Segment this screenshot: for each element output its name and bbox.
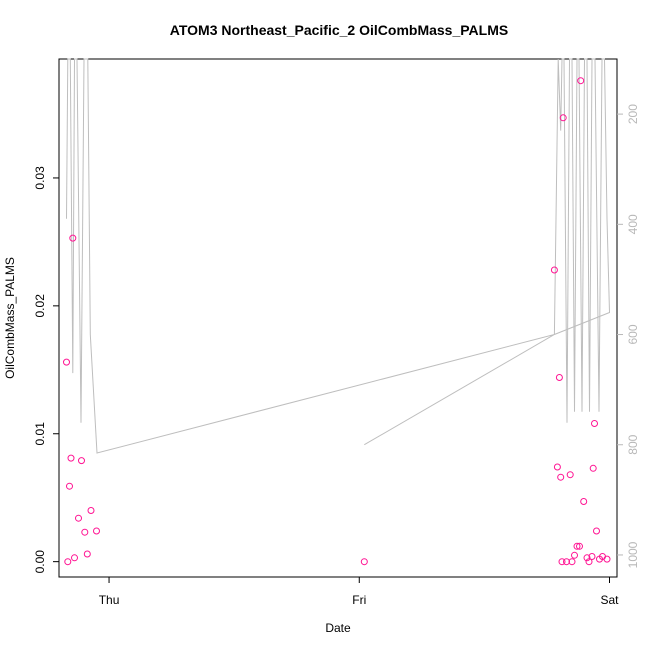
chart-title: ATOM3 Northeast_Pacific_2 OilCombMass_PA… (170, 22, 508, 38)
data-point (93, 527, 100, 535)
pressure-series-line (66, 58, 611, 454)
data-point (585, 558, 593, 566)
y-axis-label: OilCombMass_PALMS (3, 257, 17, 379)
y2-tick-label: 800 (626, 434, 640, 454)
y2-tick-label: 1000 (626, 541, 640, 568)
data-point (573, 542, 581, 550)
x-axis-label: Date (325, 621, 351, 635)
data-point (360, 558, 368, 566)
data-point (83, 550, 91, 558)
data-point (555, 374, 563, 381)
y2-tick-label: 400 (626, 214, 640, 234)
data-point (580, 498, 588, 505)
scatter-point-layer (63, 77, 611, 566)
data-point (571, 551, 578, 559)
y-tick-label: 0.01 (33, 422, 47, 446)
pressure-line-layer (66, 58, 611, 454)
data-point (568, 558, 576, 566)
plot-frame (58, 58, 618, 578)
data-point (63, 358, 70, 366)
data-point (588, 553, 596, 560)
data-point (550, 266, 558, 274)
x-tick-label: Fri (352, 593, 366, 607)
y-tick-label: 0.03 (33, 166, 47, 190)
data-point (64, 558, 72, 566)
y-tick-label: 0.02 (33, 294, 47, 318)
data-point (557, 473, 565, 481)
data-point (78, 457, 85, 465)
x-tick-label: Sat (600, 593, 619, 607)
data-point (559, 114, 567, 122)
data-point (603, 555, 611, 563)
y2-tick-label: 600 (626, 324, 640, 344)
y-axis-left: 0.00 0.01 0.02 0.03 (33, 166, 59, 573)
y-axis-right: 200 400 600 800 1000 (617, 104, 640, 568)
data-point (558, 558, 566, 566)
x-tick-label: Thu (99, 593, 120, 607)
data-point (67, 454, 75, 462)
data-point (75, 514, 82, 522)
data-point (591, 420, 598, 427)
data-point (87, 507, 95, 514)
data-point (81, 528, 89, 536)
data-point (576, 542, 583, 550)
data-point (577, 77, 585, 85)
data-point (566, 471, 574, 479)
y2-tick-label: 200 (626, 104, 640, 124)
data-point (69, 234, 77, 242)
data-point (583, 554, 591, 562)
data-point (589, 464, 597, 472)
x-axis: Thu Fri Sat (99, 577, 619, 607)
data-point (71, 554, 78, 562)
data-point (553, 463, 561, 471)
data-point (593, 527, 600, 535)
y-tick-label: 0.00 (33, 550, 47, 574)
data-point (66, 482, 73, 490)
